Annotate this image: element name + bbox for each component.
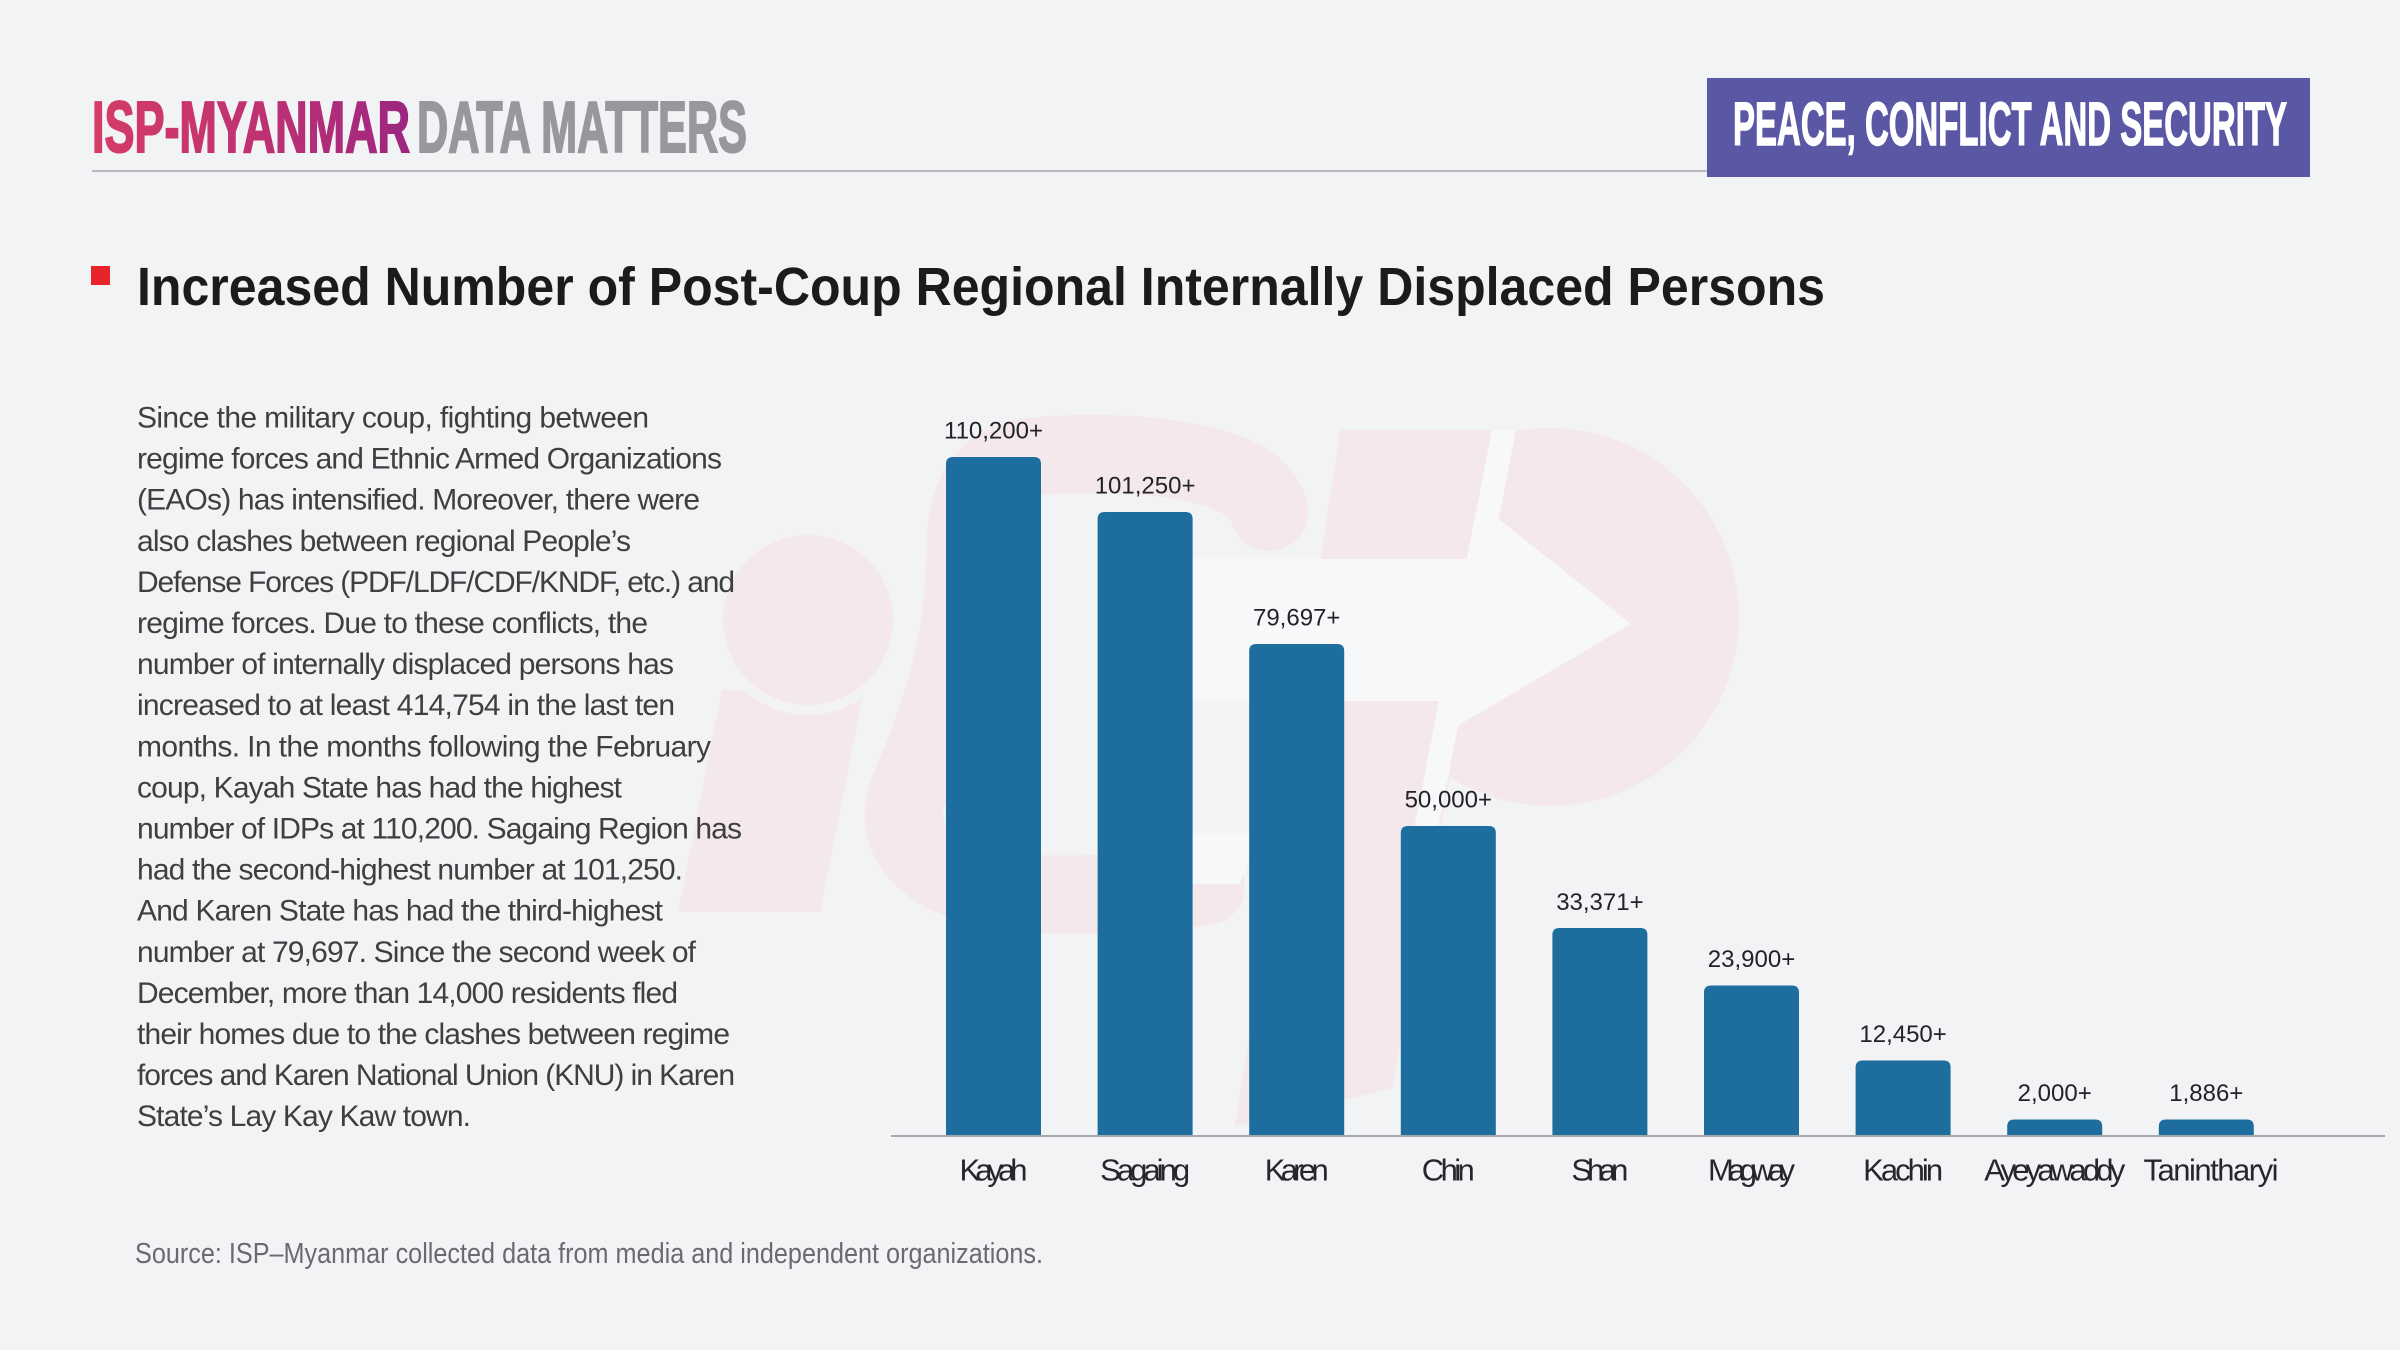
svg-text:forces and Karen National Unio: forces and Karen National Union (KNU) in… xyxy=(137,1059,735,1092)
svg-text:Ayeyawaddy: Ayeyawaddy xyxy=(1984,1153,2126,1188)
svg-text:State’s Lay Kay Kaw town.: State’s Lay Kay Kaw town. xyxy=(137,1100,471,1133)
svg-text:101,250+: 101,250+ xyxy=(1095,473,1196,500)
svg-text:increased to at least 414,754: increased to at least 414,754 in the las… xyxy=(137,689,675,722)
svg-text:Magway: Magway xyxy=(1708,1153,1796,1188)
svg-text:coup, Kayah State has had the: coup, Kayah State has had the highest xyxy=(137,771,623,804)
svg-text:Since the military coup, fight: Since the military coup, fighting betwee… xyxy=(137,402,649,435)
svg-text:number at 79,697. Since the se: number at 79,697. Since the second week … xyxy=(137,936,697,969)
svg-text:Kayah: Kayah xyxy=(960,1153,1028,1188)
svg-text:regime forces. Due to these co: regime forces. Due to these conflicts, t… xyxy=(137,607,648,640)
svg-text:12,450+: 12,450+ xyxy=(1859,1021,1946,1048)
svg-text:Kachin: Kachin xyxy=(1863,1153,1943,1188)
svg-text:79,697+: 79,697+ xyxy=(1253,605,1340,632)
svg-text:number of IDPs at 110,200. Sag: number of IDPs at 110,200. Sagaing Regio… xyxy=(137,813,742,846)
svg-text:had the second-highest number: had the second-highest number at 101,250… xyxy=(137,854,683,887)
svg-text:Sagaing: Sagaing xyxy=(1100,1153,1190,1188)
svg-text:50,000+: 50,000+ xyxy=(1405,787,1492,814)
svg-text:1,886+: 1,886+ xyxy=(2169,1080,2243,1107)
svg-text:Chin: Chin xyxy=(1422,1153,1475,1188)
svg-text:(EAOs) has intensified. Moreov: (EAOs) has intensified. Moreover, there … xyxy=(137,484,700,517)
svg-text:110,200+: 110,200+ xyxy=(944,418,1043,445)
svg-text:their homes due to the clashes: their homes due to the clashes between r… xyxy=(137,1018,730,1051)
svg-text:2,000+: 2,000+ xyxy=(2018,1080,2092,1107)
svg-text:33,371+: 33,371+ xyxy=(1556,889,1643,916)
svg-text:ISP-MYANMAR: ISP-MYANMAR xyxy=(92,88,410,168)
svg-text:PEACE, CONFLICT AND SECURITY: PEACE, CONFLICT AND SECURITY xyxy=(1733,90,2287,158)
svg-text:Source: ISP–Myanmar collected: Source: ISP–Myanmar collected data from … xyxy=(135,1238,1043,1270)
svg-text:regime forces and Ethnic Armed: regime forces and Ethnic Armed Organizat… xyxy=(137,443,722,476)
svg-text:Shan: Shan xyxy=(1571,1153,1628,1188)
svg-text:Tanintharyi: Tanintharyi xyxy=(2144,1153,2279,1188)
svg-text:Increased Number of Post-Coup: Increased Number of Post-Coup Regional I… xyxy=(137,257,1825,317)
svg-text:And Karen State has had the th: And Karen State has had the third-highes… xyxy=(137,895,664,928)
svg-text:months. In the months followin: months. In the months following the Febr… xyxy=(137,730,711,763)
svg-text:also clashes between regional: also clashes between regional People’s xyxy=(137,525,631,558)
svg-text:number of internally displaced: number of internally displaced persons h… xyxy=(137,648,674,681)
svg-text:Karen: Karen xyxy=(1265,1153,1329,1188)
svg-text:December, more than 14,000 res: December, more than 14,000 residents fle… xyxy=(137,977,678,1010)
svg-text:23,900+: 23,900+ xyxy=(1708,946,1795,973)
svg-text:Defense Forces (PDF/LDF/CDF/KN: Defense Forces (PDF/LDF/CDF/KNDF, etc.) … xyxy=(137,566,735,599)
svg-text:DATA MATTERS: DATA MATTERS xyxy=(417,88,747,168)
